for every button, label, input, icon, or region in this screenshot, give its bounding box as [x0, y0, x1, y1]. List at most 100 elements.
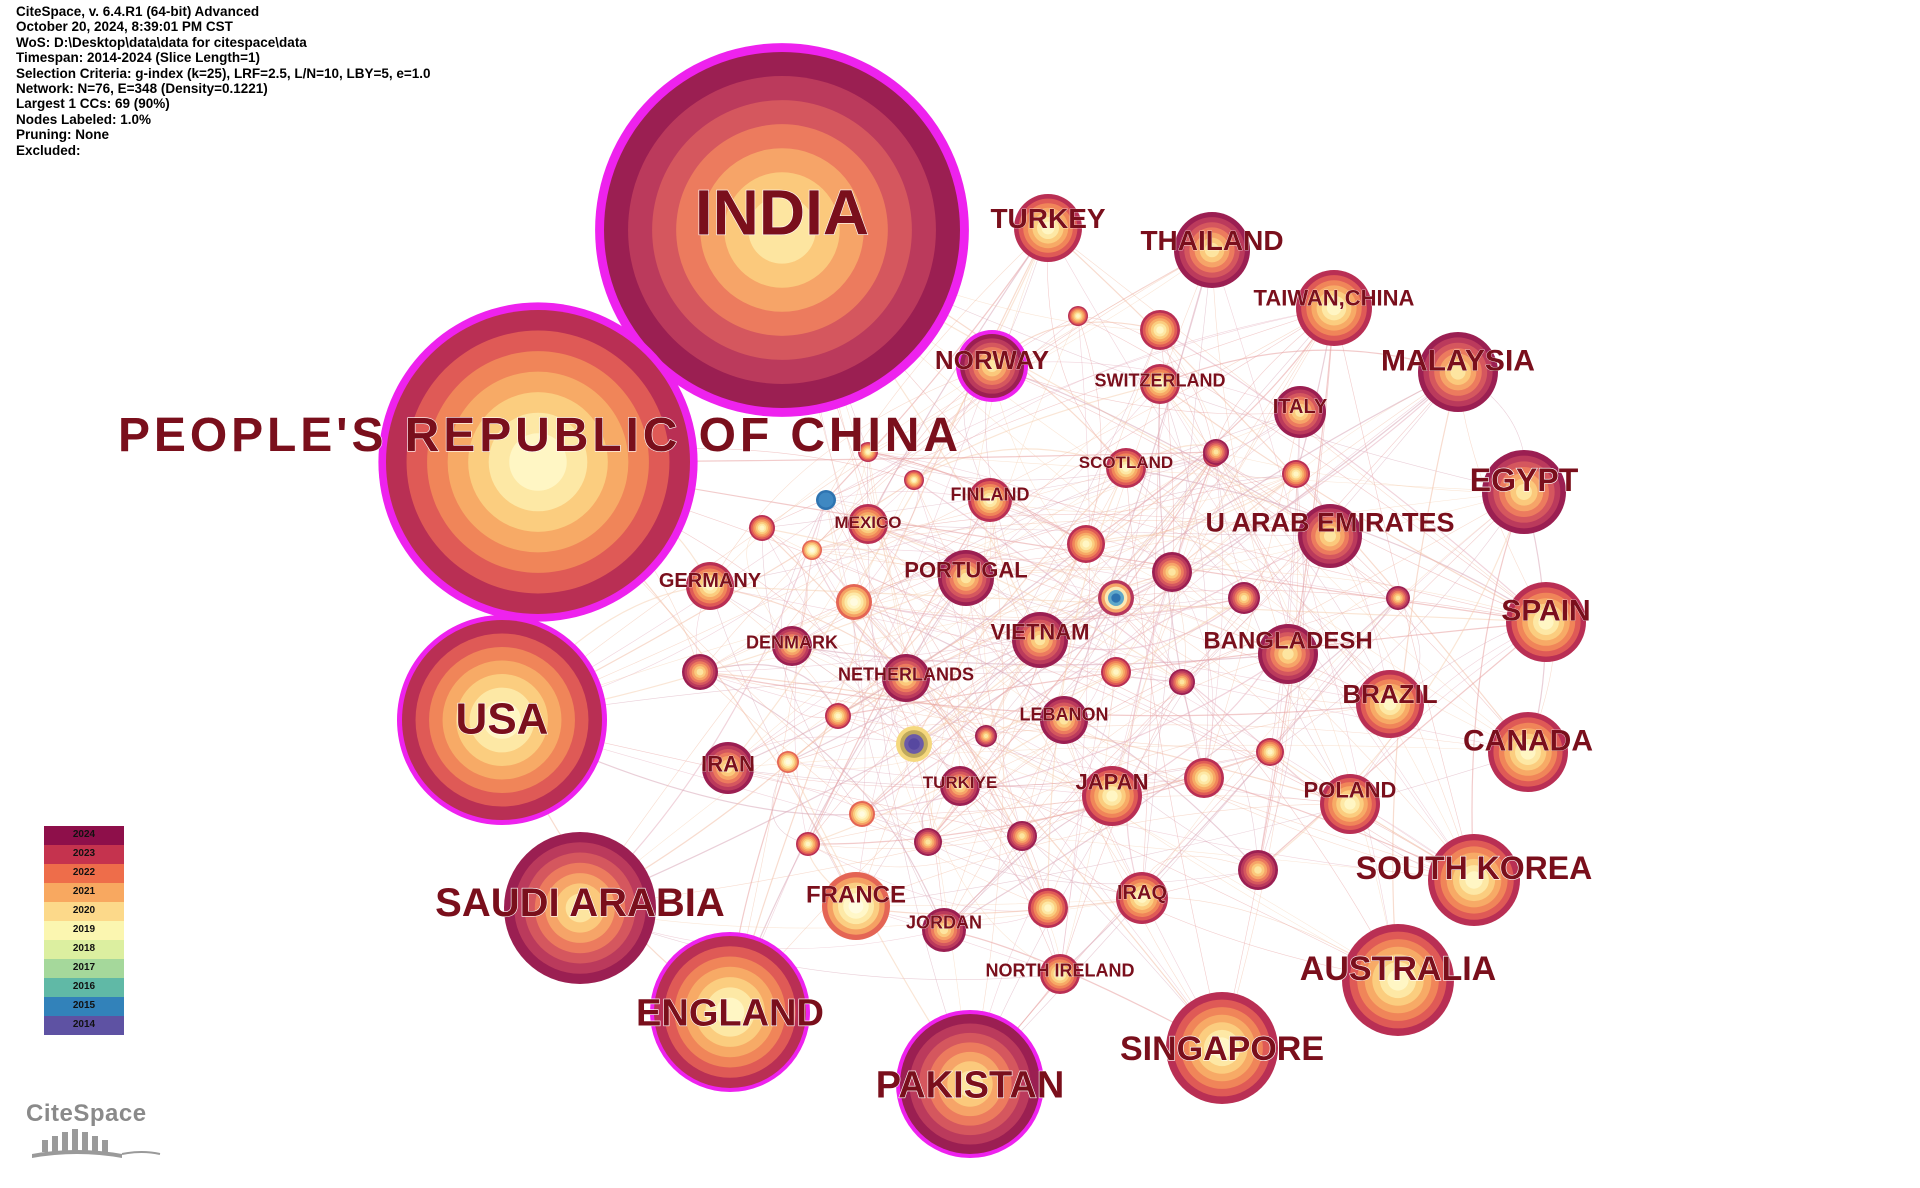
node-u1[interactable] — [1068, 306, 1088, 326]
node-u5[interactable] — [802, 540, 822, 560]
node-label-finland: FINLAND — [951, 484, 1030, 504]
node-label-malaysia: MALAYSIA — [1381, 345, 1535, 378]
node-u12[interactable] — [1228, 582, 1260, 614]
node-u11[interactable] — [1067, 525, 1105, 563]
edge — [1159, 383, 1209, 779]
edge — [837, 621, 1547, 717]
node-label-bangladesh: BANGLADESH — [1203, 627, 1372, 654]
node-jordan[interactable] — [922, 908, 966, 952]
node-u31[interactable] — [1028, 888, 1068, 928]
node-u18[interactable] — [896, 726, 932, 762]
node-label-jordan: JORDAN — [906, 912, 982, 932]
node-canada[interactable] — [1488, 712, 1568, 792]
node-u4[interactable] — [904, 470, 924, 490]
node-mexico[interactable] — [848, 504, 888, 544]
node-bangladesh[interactable] — [1258, 624, 1318, 684]
edge — [1111, 535, 1331, 797]
node-poland[interactable] — [1320, 774, 1380, 834]
node-labels: INDIA PEOPLE'S REPUBLIC OF CHINA USA SAUDI … — [117, 176, 1593, 1107]
node-u20[interactable] — [1169, 669, 1195, 695]
node-taiwan[interactable] — [1296, 270, 1372, 346]
edge — [1077, 315, 1547, 623]
node-spain[interactable] — [1506, 582, 1586, 662]
node-u2[interactable] — [1140, 310, 1180, 350]
node-u6[interactable] — [836, 584, 872, 620]
node-label-portugal: PORTUGAL — [904, 558, 1027, 583]
node-u13[interactable] — [1386, 586, 1410, 610]
node-u25[interactable] — [1184, 758, 1224, 798]
node-japan[interactable] — [1082, 766, 1142, 826]
edge — [905, 597, 1245, 679]
node-australia[interactable] — [1342, 924, 1454, 1036]
node-u24[interactable] — [1007, 821, 1037, 851]
node-italy[interactable] — [1274, 386, 1326, 438]
node-u22[interactable] — [825, 703, 851, 729]
edge — [1063, 249, 1213, 721]
node-denmark[interactable] — [772, 626, 812, 666]
node-singapore[interactable] — [1166, 992, 1278, 1104]
node-label-northireland: NORTH IRELAND — [986, 960, 1135, 980]
node-finland[interactable] — [968, 478, 1012, 522]
edge — [1077, 315, 1102, 545]
node-saudi[interactable] — [504, 832, 656, 984]
node-egypt[interactable] — [1482, 450, 1566, 534]
node-u9[interactable] — [1098, 580, 1134, 616]
node-norway[interactable] — [956, 330, 1028, 402]
node-u23[interactable] — [975, 725, 997, 747]
edge — [853, 307, 1335, 603]
node-turkey[interactable] — [1014, 194, 1082, 262]
node-u8[interactable] — [858, 442, 878, 462]
node-vietnam[interactable] — [1012, 612, 1068, 668]
node-northireland[interactable] — [1040, 954, 1080, 994]
node-u21[interactable] — [1101, 657, 1131, 687]
node-u30[interactable] — [1238, 850, 1278, 890]
edge — [855, 329, 1161, 907]
node-u26[interactable] — [1256, 738, 1284, 766]
node-u15[interactable] — [1203, 439, 1229, 465]
node-switzerland[interactable] — [1140, 364, 1180, 404]
node-u7[interactable] — [749, 515, 775, 541]
node-u19[interactable] — [777, 751, 799, 773]
node-u29[interactable] — [914, 828, 942, 856]
node-u17[interactable] — [682, 654, 718, 690]
edge — [853, 601, 1475, 881]
node-iraq[interactable] — [1116, 872, 1168, 924]
edge — [853, 601, 945, 931]
node-england[interactable] — [650, 932, 810, 1092]
edge — [709, 365, 993, 587]
node-brazil[interactable] — [1356, 670, 1424, 738]
node-u3[interactable] — [816, 490, 836, 510]
node-label-usa: USA — [456, 694, 549, 743]
node-u16[interactable] — [1282, 460, 1310, 488]
edge — [861, 535, 1331, 815]
node-lebanon[interactable] — [1040, 696, 1088, 744]
node-label-scotland: SCOTLAND — [1079, 453, 1173, 472]
node-scotland[interactable] — [1106, 448, 1146, 488]
edge — [761, 527, 967, 579]
edge — [501, 249, 1213, 721]
edge — [761, 527, 1049, 909]
node-u10[interactable] — [1152, 552, 1192, 592]
edge — [1141, 383, 1161, 899]
node-thailand[interactable] — [1174, 212, 1250, 288]
node-china[interactable] — [378, 302, 698, 622]
node-turkiye[interactable] — [940, 766, 980, 806]
node-uae[interactable] — [1298, 504, 1362, 568]
edge — [1085, 543, 1205, 779]
info-line: Pruning: None — [16, 127, 109, 143]
node-u28[interactable] — [796, 832, 820, 856]
node-usa[interactable] — [397, 615, 607, 825]
node-netherlands[interactable] — [882, 654, 930, 702]
node-germany[interactable] — [686, 562, 734, 610]
info-line: CiteSpace, v. 6.4.R1 (64-bit) Advanced — [16, 4, 260, 19]
node-portugal[interactable] — [938, 550, 994, 606]
node-malaysia[interactable] — [1418, 332, 1498, 412]
node-southkorea[interactable] — [1428, 834, 1520, 926]
node-india[interactable] — [595, 43, 969, 417]
edge — [699, 671, 1351, 805]
node-iran[interactable] — [702, 742, 754, 794]
node-pakistan[interactable] — [896, 1010, 1044, 1158]
node-france[interactable] — [822, 872, 890, 940]
node-u27[interactable] — [849, 801, 875, 827]
legend-row-2019: 2019 — [44, 921, 124, 940]
